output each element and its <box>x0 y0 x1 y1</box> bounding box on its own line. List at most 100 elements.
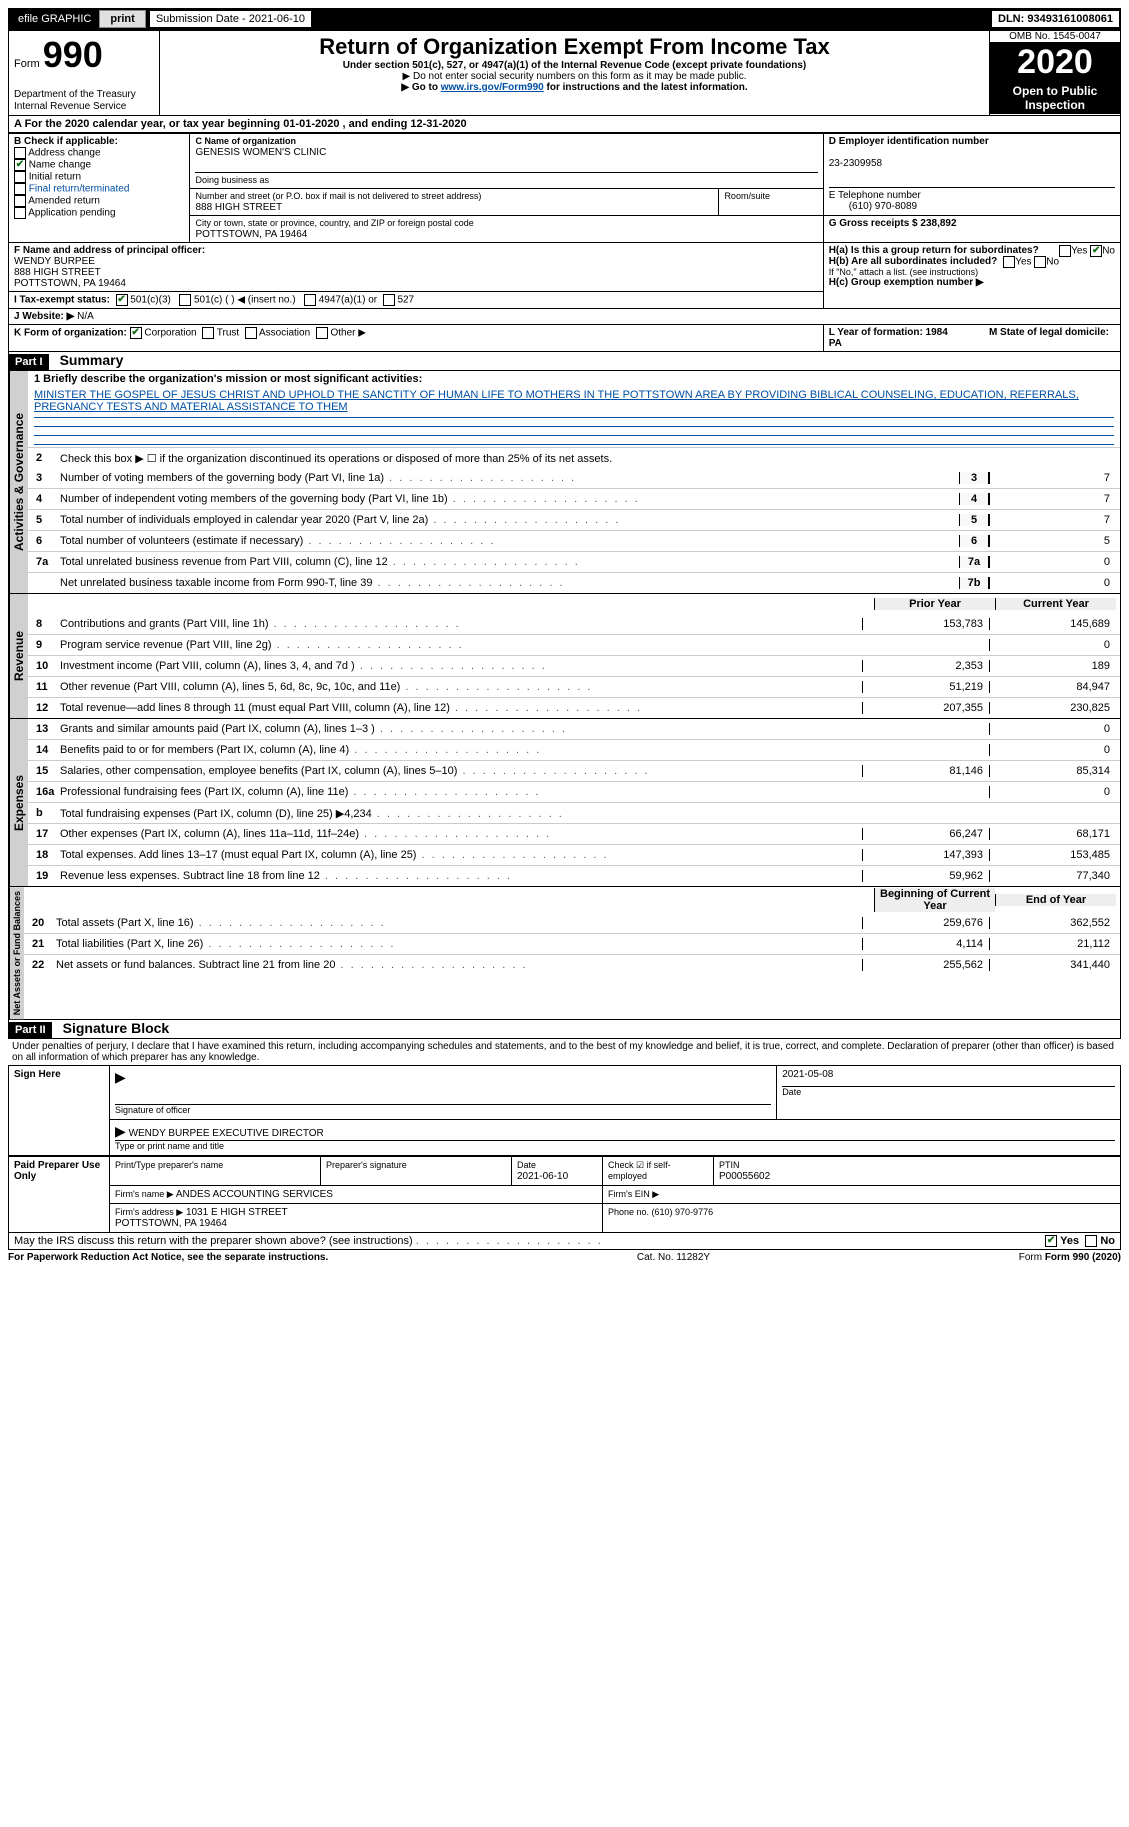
527-check[interactable] <box>383 294 395 306</box>
discuss-yes[interactable] <box>1045 1235 1057 1247</box>
submission-date: Submission Date - 2021-06-10 <box>150 11 311 27</box>
end-year-hdr: End of Year <box>995 894 1116 906</box>
print-name-label: Type or print name and title <box>115 1141 224 1151</box>
form990-link[interactable]: www.irs.gov/Form990 <box>441 82 544 93</box>
form-subtitle: Under section 501(c), 527, or 4947(a)(1)… <box>343 60 806 71</box>
box-j-label: J Website: ▶ <box>14 311 74 322</box>
self-emp-label: Check ☑ if self-employed <box>608 1160 671 1181</box>
hb-no[interactable] <box>1034 256 1046 268</box>
501c3-label: 501(c)(3) <box>130 295 171 306</box>
form-footer: Form 990 (2020) <box>1045 1252 1121 1263</box>
part2-title: Signature Block <box>55 1020 170 1036</box>
corp-label: Corporation <box>144 328 196 339</box>
501c-check[interactable] <box>179 294 191 306</box>
pending-label: Application pending <box>28 208 115 219</box>
arrow-icon: ▶ <box>115 1069 126 1085</box>
dept-label: Department of the Treasury Internal Reve… <box>14 89 136 112</box>
omb-number: OMB No. 1545-0047 <box>990 31 1120 43</box>
form-header: Form 990 Department of the Treasury Inte… <box>8 30 1121 116</box>
officer-printed-name: WENDY BURPEE EXECUTIVE DIRECTOR <box>129 1128 324 1139</box>
begin-year-hdr: Beginning of Current Year <box>874 888 995 912</box>
sign-date: 2021-05-08 <box>782 1069 833 1080</box>
ha-label: H(a) Is this a group return for subordin… <box>829 245 1039 256</box>
prep-date-label: Date <box>517 1160 536 1170</box>
form-number: 990 <box>43 34 103 75</box>
dba-label: Doing business as <box>195 175 269 185</box>
period-line: A For the 2020 calendar year, or tax yea… <box>14 118 467 130</box>
firm-addr-label: Firm's address ▶ <box>115 1207 183 1217</box>
paid-preparer-table: Paid Preparer Use Only Print/Type prepar… <box>8 1156 1121 1233</box>
prior-year-hdr: Prior Year <box>874 598 995 610</box>
assoc-check[interactable] <box>245 327 257 339</box>
prep-sig-label: Preparer's signature <box>326 1160 407 1170</box>
net-vlabel: Net Assets or Fund Balances <box>9 887 24 1019</box>
sign-here-table: Sign Here ▶ Signature of officer 2021-05… <box>8 1065 1121 1156</box>
box-k-label: K Form of organization: <box>14 328 127 339</box>
501c3-check[interactable] <box>116 294 128 306</box>
cat-no: Cat. No. 11282Y <box>637 1252 710 1263</box>
pending-check[interactable] <box>14 207 26 219</box>
officer-addr2: POTTSTOWN, PA 19464 <box>14 278 126 289</box>
ha-no[interactable] <box>1090 245 1102 257</box>
gov-section: Activities & Governance 1 Briefly descri… <box>8 371 1121 594</box>
officer-addr1: 888 HIGH STREET <box>14 267 101 278</box>
name-change-label: Name change <box>29 160 91 171</box>
addr-change-check[interactable] <box>14 147 26 159</box>
discuss-no-label: No <box>1100 1235 1115 1247</box>
part1-title: Summary <box>52 352 124 368</box>
mission-label: 1 Briefly describe the organization's mi… <box>34 373 422 385</box>
print-button[interactable]: print <box>99 10 145 28</box>
initial-label: Initial return <box>29 172 81 183</box>
form-title: Return of Organization Exempt From Incom… <box>165 34 984 60</box>
box-f-label: F Name and address of principal officer: <box>14 245 205 256</box>
website-value: N/A <box>77 311 94 322</box>
name-change-check[interactable] <box>14 159 26 171</box>
prep-name-label: Print/Type preparer's name <box>115 1160 223 1170</box>
final-check[interactable] <box>14 183 26 195</box>
form-word: Form <box>14 58 40 70</box>
city-value: POTTSTOWN, PA 19464 <box>195 229 307 240</box>
ein-value: 23-2309958 <box>829 158 882 169</box>
part1-header: Part I <box>9 354 49 370</box>
prep-date: 2021-06-10 <box>517 1171 568 1182</box>
other-label: Other ▶ <box>330 328 365 339</box>
form-footer-label: Form <box>1019 1252 1045 1263</box>
goto-pre: ▶ Go to <box>401 82 440 93</box>
note-ssn: ▶ Do not enter social security numbers o… <box>165 71 984 82</box>
city-label: City or town, state or province, country… <box>195 218 473 228</box>
goto-post: for instructions and the latest informat… <box>547 82 748 93</box>
rev-vlabel: Revenue <box>9 594 28 718</box>
exp-vlabel: Expenses <box>9 719 28 886</box>
arrow-icon2: ▶ <box>115 1123 126 1139</box>
ha-yes[interactable] <box>1059 245 1071 257</box>
discuss-no[interactable] <box>1085 1235 1097 1247</box>
ptin-label: PTIN <box>719 1160 740 1170</box>
gov-vlabel: Activities & Governance <box>9 371 28 593</box>
current-year-hdr: Current Year <box>995 598 1116 610</box>
firm-ein-label: Firm's EIN ▶ <box>608 1189 659 1199</box>
trust-check[interactable] <box>202 327 214 339</box>
yes-text: Yes <box>1071 246 1087 257</box>
street-label: Number and street (or P.O. box if mail i… <box>195 191 481 201</box>
box-c-label: C Name of organization <box>195 136 296 146</box>
hb-label: H(b) Are all subordinates included? <box>829 256 998 267</box>
other-check[interactable] <box>316 327 328 339</box>
corp-check[interactable] <box>130 327 142 339</box>
hc-label: H(c) Group exemption number ▶ <box>829 277 984 288</box>
efile-label: efile GRAPHIC <box>10 11 99 27</box>
initial-check[interactable] <box>14 171 26 183</box>
rev-section: Revenue Prior Year Current Year 8Contrib… <box>8 594 1121 719</box>
year-formation: L Year of formation: 1984 <box>829 327 948 338</box>
amended-check[interactable] <box>14 195 26 207</box>
discuss-yes-label: Yes <box>1060 1235 1079 1247</box>
mission-text: MINISTER THE GOSPEL OF JESUS CHRIST AND … <box>28 387 1120 415</box>
footer: For Paperwork Reduction Act Notice, see … <box>8 1250 1121 1263</box>
gross-receipts: G Gross receipts $ 238,892 <box>829 218 957 229</box>
no-text: No <box>1102 246 1115 257</box>
box-i-label: I Tax-exempt status: <box>14 295 110 306</box>
hb-yes[interactable] <box>1003 256 1015 268</box>
4947-check[interactable] <box>304 294 316 306</box>
firm-phone: Phone no. (610) 970-9776 <box>608 1207 713 1217</box>
top-bar: efile GRAPHIC print Submission Date - 20… <box>8 8 1121 30</box>
trust-label: Trust <box>217 328 239 339</box>
